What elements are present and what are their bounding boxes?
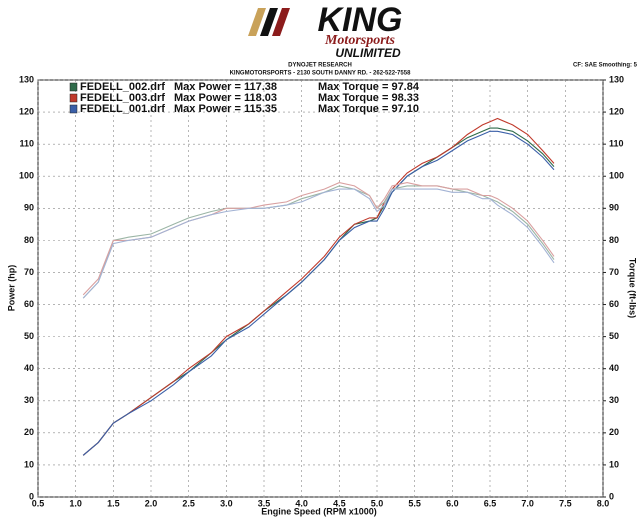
y2-tick-label: 40 bbox=[609, 363, 619, 373]
y2-tick-label: 50 bbox=[609, 331, 619, 341]
x-axis-label: Engine Speed (RPM x1000) bbox=[261, 506, 377, 516]
y-tick-label: 10 bbox=[24, 459, 34, 469]
series-line bbox=[82, 188, 555, 299]
y-tick-label: 20 bbox=[24, 427, 34, 437]
x-tick-label: 3.5 bbox=[258, 498, 271, 508]
legend-label: FEDELL_002.drf bbox=[80, 81, 165, 93]
y2-tick-label: 120 bbox=[609, 106, 624, 116]
legend-swatch bbox=[69, 93, 78, 103]
plot-frame bbox=[37, 79, 604, 498]
y2-tick-label: 0 bbox=[609, 491, 614, 501]
company: DYNOJET RESEARCH bbox=[288, 63, 352, 69]
x-tick-label: 5.5 bbox=[408, 498, 421, 508]
settings: CF: SAE Smoothing: 5 bbox=[573, 63, 638, 69]
address: KINGMOTORSPORTS - 2130 SOUTH DANNY RD. -… bbox=[230, 71, 411, 77]
legend-swatch bbox=[69, 82, 78, 92]
x-tick-label: 8.0 bbox=[597, 498, 610, 508]
logo-text: KING bbox=[318, 1, 403, 39]
legend-max-power: Max Power = 115.35 bbox=[174, 103, 277, 115]
logo-sub: Motorsports bbox=[324, 33, 396, 48]
x-tick-label: 4.5 bbox=[333, 498, 346, 508]
x-tick-label: 7.5 bbox=[559, 498, 572, 508]
y2-tick-label: 90 bbox=[609, 203, 619, 213]
x-tick-label: 6.5 bbox=[484, 498, 497, 508]
x-tick-label: 1.0 bbox=[69, 498, 82, 508]
logo-sub2: UNLIMITED bbox=[335, 46, 401, 60]
legend-max-torque: Max Torque = 97.84 bbox=[318, 81, 420, 93]
x-tick-label: 2.5 bbox=[182, 498, 195, 508]
series-line bbox=[82, 182, 555, 296]
logo-stripes bbox=[248, 8, 290, 36]
y2-tick-label: 130 bbox=[609, 74, 624, 84]
y-axis-label: Power (hp) bbox=[6, 265, 16, 312]
y2-tick-label: 20 bbox=[609, 427, 619, 437]
legend-label: FEDELL_003.drf bbox=[80, 92, 165, 104]
legend-max-torque: Max Torque = 98.33 bbox=[318, 92, 419, 104]
y2-tick-label: 80 bbox=[609, 235, 619, 245]
legend-max-power: Max Power = 118.03 bbox=[174, 92, 277, 104]
series-line bbox=[82, 185, 555, 299]
y-tick-label: 100 bbox=[19, 171, 34, 181]
y-tick-label: 120 bbox=[19, 106, 34, 116]
y-tick-label: 80 bbox=[24, 235, 34, 245]
x-tick-label: 3.0 bbox=[220, 498, 233, 508]
y2-tick-label: 30 bbox=[609, 395, 619, 405]
x-tick-label: 5.0 bbox=[371, 498, 384, 508]
x-tick-label: 4.0 bbox=[295, 498, 308, 508]
y-tick-label: 70 bbox=[24, 267, 34, 277]
legend-swatch bbox=[69, 104, 78, 114]
x-tick-label: 2.0 bbox=[145, 498, 158, 508]
x-tick-label: 6.0 bbox=[446, 498, 459, 508]
y-tick-label: 90 bbox=[24, 203, 34, 213]
x-tick-label: 0.5 bbox=[32, 498, 45, 508]
y-tick-label: 50 bbox=[24, 331, 34, 341]
y2-tick-label: 60 bbox=[609, 299, 619, 309]
y-tick-label: 110 bbox=[19, 139, 34, 149]
y2-tick-label: 10 bbox=[609, 459, 619, 469]
x-tick-label: 1.5 bbox=[107, 498, 120, 508]
y2-axis-label: Torque (ft-lbs) bbox=[628, 258, 638, 318]
y-tick-label: 60 bbox=[24, 299, 34, 309]
legend-max-torque: Max Torque = 97.10 bbox=[318, 103, 419, 115]
y2-tick-label: 110 bbox=[609, 139, 624, 149]
legend-max-power: Max Power = 117.38 bbox=[174, 81, 277, 93]
y-tick-label: 30 bbox=[24, 395, 34, 405]
series-line bbox=[82, 130, 555, 456]
series-line bbox=[82, 117, 555, 456]
y-tick-label: 0 bbox=[29, 491, 34, 501]
series-line bbox=[82, 127, 555, 456]
x-tick-label: 7.0 bbox=[521, 498, 534, 508]
y-tick-label: 130 bbox=[19, 74, 34, 84]
legend-label: FEDELL_001.drf bbox=[80, 103, 165, 115]
y2-tick-label: 70 bbox=[609, 267, 619, 277]
y-tick-label: 40 bbox=[24, 363, 34, 373]
y2-tick-label: 100 bbox=[609, 171, 624, 181]
